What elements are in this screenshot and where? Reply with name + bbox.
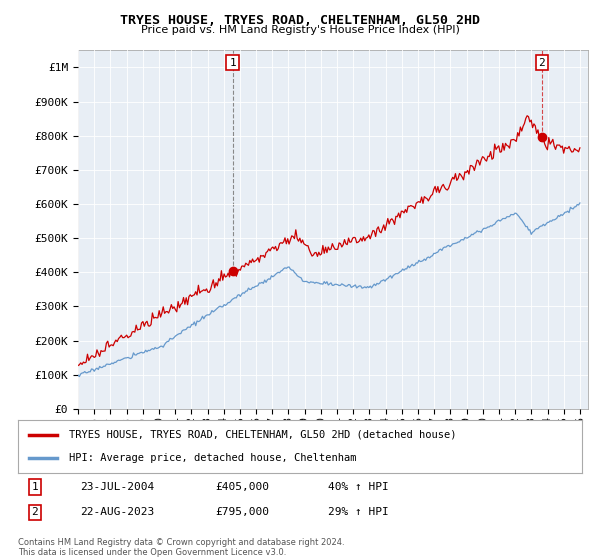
Text: 2: 2 xyxy=(32,507,38,517)
Text: £405,000: £405,000 xyxy=(215,482,269,492)
Text: 40% ↑ HPI: 40% ↑ HPI xyxy=(328,482,389,492)
Text: TRYES HOUSE, TRYES ROAD, CHELTENHAM, GL50 2HD: TRYES HOUSE, TRYES ROAD, CHELTENHAM, GL5… xyxy=(120,14,480,27)
Text: 29% ↑ HPI: 29% ↑ HPI xyxy=(328,507,389,517)
Text: 23-JUL-2004: 23-JUL-2004 xyxy=(80,482,154,492)
Text: £795,000: £795,000 xyxy=(215,507,269,517)
Text: TRYES HOUSE, TRYES ROAD, CHELTENHAM, GL50 2HD (detached house): TRYES HOUSE, TRYES ROAD, CHELTENHAM, GL5… xyxy=(69,430,456,440)
Text: 1: 1 xyxy=(32,482,38,492)
Text: 2: 2 xyxy=(538,58,545,68)
Text: Price paid vs. HM Land Registry's House Price Index (HPI): Price paid vs. HM Land Registry's House … xyxy=(140,25,460,35)
Text: Contains HM Land Registry data © Crown copyright and database right 2024.
This d: Contains HM Land Registry data © Crown c… xyxy=(18,538,344,557)
Text: 22-AUG-2023: 22-AUG-2023 xyxy=(80,507,154,517)
Text: HPI: Average price, detached house, Cheltenham: HPI: Average price, detached house, Chel… xyxy=(69,453,356,463)
Text: 1: 1 xyxy=(229,58,236,68)
